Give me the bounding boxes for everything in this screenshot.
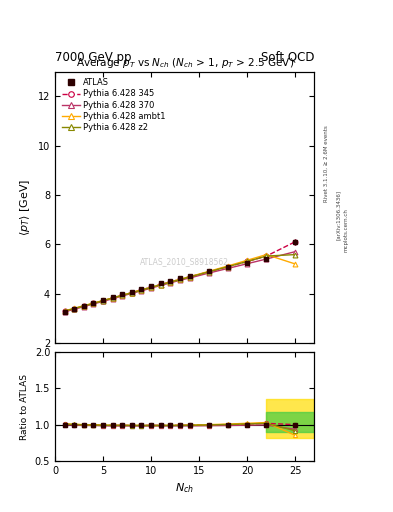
Text: 7000 GeV pp: 7000 GeV pp	[55, 51, 132, 64]
Text: ATLAS_2010_S8918562: ATLAS_2010_S8918562	[140, 257, 229, 266]
Title: Average $p_T$ vs $N_{ch}$ ($N_{ch}$ > 1, $p_T$ > 2.5 GeV): Average $p_T$ vs $N_{ch}$ ($N_{ch}$ > 1,…	[75, 56, 294, 70]
Text: Soft QCD: Soft QCD	[261, 51, 314, 64]
Legend: ATLAS, Pythia 6.428 345, Pythia 6.428 370, Pythia 6.428 ambt1, Pythia 6.428 z2: ATLAS, Pythia 6.428 345, Pythia 6.428 37…	[59, 76, 168, 134]
Y-axis label: Ratio to ATLAS: Ratio to ATLAS	[20, 374, 29, 440]
Text: mcplots.cern.ch: mcplots.cern.ch	[344, 208, 349, 252]
Text: Rivet 3.1.10, ≥ 2.6M events: Rivet 3.1.10, ≥ 2.6M events	[324, 125, 329, 202]
Text: [arXiv:1306.3436]: [arXiv:1306.3436]	[336, 190, 341, 240]
Y-axis label: $\langle p_T \rangle$ [GeV]: $\langle p_T \rangle$ [GeV]	[18, 179, 32, 236]
X-axis label: $N_{ch}$: $N_{ch}$	[175, 481, 194, 495]
